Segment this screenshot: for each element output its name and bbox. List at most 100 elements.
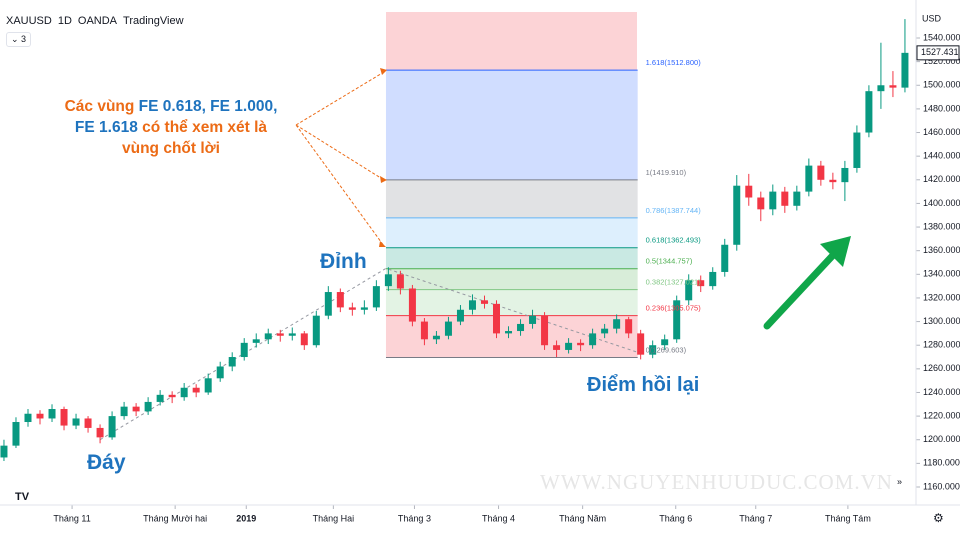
candle-body xyxy=(769,191,777,210)
candle-body xyxy=(0,445,8,458)
candle-body xyxy=(505,331,513,334)
candle-body xyxy=(865,91,873,133)
candle-body xyxy=(901,52,909,88)
candle-body xyxy=(12,422,20,446)
candle-body xyxy=(793,191,801,206)
indicator-count: 3 xyxy=(21,34,27,44)
candle-body xyxy=(649,345,657,355)
label-bottom: Đáy xyxy=(87,451,126,474)
exchange: OANDA xyxy=(77,15,118,27)
interval: 1D xyxy=(57,15,72,27)
ann-text: có thể xem xét là xyxy=(142,119,268,136)
y-tick-label: 1280.000 xyxy=(923,340,960,350)
platform: TradingView xyxy=(123,15,184,27)
candle-body xyxy=(565,342,573,350)
y-tick-label: 1460.000 xyxy=(923,127,960,137)
indicator-toggle[interactable]: ⌄ 3 xyxy=(6,32,32,47)
y-tick-label: 1220.000 xyxy=(923,410,960,420)
candle-body xyxy=(432,335,440,340)
y-tick-label: 1540.000 xyxy=(923,32,960,42)
candle-body xyxy=(60,409,68,426)
fib-label: 0.236(1305.075) xyxy=(646,304,702,313)
candle-body xyxy=(312,315,320,346)
candle-body xyxy=(817,165,825,180)
candle-body xyxy=(601,328,609,334)
fib-zone xyxy=(385,179,638,218)
trend-arrow-head xyxy=(820,236,851,267)
ann-text: vùng chốt lời xyxy=(122,140,220,157)
trend-line xyxy=(99,267,638,441)
x-tick-label: 2019 xyxy=(236,513,256,523)
y-tick-label: 1480.000 xyxy=(923,103,960,113)
x-tick-label: Tháng 7 xyxy=(739,513,772,523)
candle-body xyxy=(420,321,428,340)
settings[interactable]: ⚙ xyxy=(933,511,944,525)
candle-body xyxy=(120,406,128,417)
trend-arrow xyxy=(763,248,840,330)
y-tick-label: 1360.000 xyxy=(923,245,960,255)
candle-body xyxy=(336,292,344,308)
candle-body xyxy=(853,132,861,168)
candle-body xyxy=(156,394,164,402)
candle-body xyxy=(396,274,404,289)
tv-logo: TV xyxy=(15,491,30,503)
fib-zone xyxy=(385,247,638,269)
candle-body xyxy=(132,406,140,412)
fib-top-zone xyxy=(386,12,637,70)
candle-body xyxy=(745,185,753,198)
candle-body xyxy=(348,307,356,310)
y-tick-label: 1440.000 xyxy=(923,151,960,161)
candle-body xyxy=(661,339,669,346)
candle-body xyxy=(288,333,296,336)
candle-body xyxy=(493,303,501,334)
fib-zone xyxy=(385,268,638,290)
x-tick-label: Tháng 4 xyxy=(482,513,515,523)
annotation: Các vùng FE 0.618, FE 1.000, FE 1.618 có … xyxy=(40,96,302,159)
x-tick-label: Tháng Tám xyxy=(825,513,871,523)
label-retrace: Điểm hồi lại xyxy=(587,374,700,396)
candle-body xyxy=(228,357,236,367)
fib-label: 0(1269.603) xyxy=(646,345,687,354)
candle-body xyxy=(168,394,176,398)
fib-zone xyxy=(385,217,638,248)
candle-body xyxy=(625,319,633,334)
candle-body xyxy=(637,333,645,355)
ann-text: FE 0.618, FE 1.000, xyxy=(138,98,278,115)
candle-body xyxy=(96,427,104,438)
x-tick-label: Tháng 6 xyxy=(659,513,692,523)
fib-zone xyxy=(385,289,638,316)
candle-body xyxy=(589,333,597,346)
label-top: Đỉnh xyxy=(320,250,367,273)
y-tick-label: 1400.000 xyxy=(923,198,960,208)
y-tick-label: 1520.000 xyxy=(923,56,960,66)
y-tick-label: 1160.000 xyxy=(923,481,960,491)
y-tick-label: 1420.000 xyxy=(923,174,960,184)
candle-body xyxy=(613,319,621,329)
candle-body xyxy=(517,323,525,332)
x-tick-label: Tháng 11 xyxy=(53,513,90,523)
y-tick-label: 1320.000 xyxy=(923,292,960,302)
candle-body xyxy=(372,286,380,308)
candle-body xyxy=(324,292,332,316)
candle-body xyxy=(180,387,188,398)
candle-body xyxy=(889,85,897,88)
candle-body xyxy=(72,418,80,426)
y-tick-label: 1380.000 xyxy=(923,221,960,231)
candle-body xyxy=(553,345,561,350)
y-tick-label: 1240.000 xyxy=(923,387,960,397)
fib-label: 1(1419.910) xyxy=(646,168,687,177)
candle-body xyxy=(408,288,416,322)
candle-body xyxy=(721,244,729,272)
fib-label: 0.786(1387.744) xyxy=(646,206,702,215)
y-tick-label: 1180.000 xyxy=(923,458,960,468)
fib-zone xyxy=(385,70,638,180)
scroll-button[interactable]: » xyxy=(897,476,902,486)
y-tick-label: 1340.000 xyxy=(923,269,960,279)
x-tick-label: Tháng Mười hai xyxy=(143,513,207,523)
candle-body xyxy=(781,191,789,206)
candle-body xyxy=(300,333,308,346)
y-tick-label: 1260.000 xyxy=(923,363,960,373)
candle-body xyxy=(252,339,260,343)
